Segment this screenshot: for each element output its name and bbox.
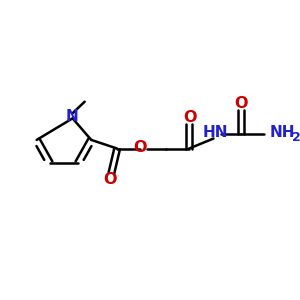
Text: O: O [103, 172, 117, 187]
Text: O: O [183, 110, 196, 125]
Text: N: N [66, 110, 78, 124]
Text: O: O [235, 96, 248, 111]
Text: O: O [134, 140, 147, 155]
Text: NH: NH [270, 125, 295, 140]
Text: HN: HN [202, 125, 228, 140]
Text: 2: 2 [292, 131, 300, 144]
